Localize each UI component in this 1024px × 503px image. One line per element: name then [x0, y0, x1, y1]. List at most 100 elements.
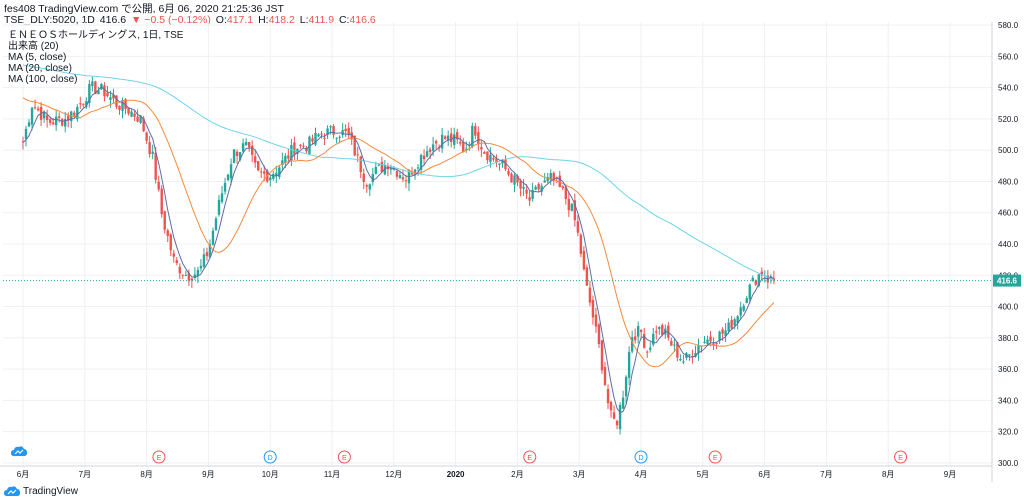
candle-body — [362, 173, 365, 182]
candle-body — [528, 197, 531, 201]
candle-body — [507, 171, 510, 175]
event-marker-label: E — [527, 455, 532, 462]
candle-body — [136, 116, 139, 122]
chart-grid — [3, 22, 992, 466]
candle-body — [492, 157, 495, 160]
candle-body — [226, 174, 230, 181]
candle-body — [118, 105, 121, 110]
candle-body — [232, 149, 236, 164]
candle-body — [721, 329, 724, 334]
y-tick-label: 380.0 — [998, 334, 1019, 343]
candle-body — [724, 330, 727, 337]
candle-body — [377, 164, 381, 166]
x-tick-label: 4月 — [635, 470, 647, 479]
candle-body — [498, 163, 501, 165]
candle-body — [462, 141, 465, 152]
price-chart[interactable]: 580.0 560.0 540.0 520.0 500.0 480.0 460.0 440.0… — [0, 0, 1024, 485]
candle-body — [103, 85, 106, 97]
event-marker — [337, 450, 351, 464]
candle-body — [697, 345, 700, 354]
candle-body — [715, 343, 718, 345]
candle-body — [214, 218, 218, 231]
candle-body — [591, 300, 595, 318]
y-tick-label: 400.0 — [998, 303, 1019, 312]
candle-body — [94, 81, 97, 95]
candle-body — [564, 186, 567, 199]
candle-body — [61, 118, 64, 126]
last-price: 416.6 — [99, 14, 127, 26]
legend-volume: 出来高 (20) — [8, 41, 59, 52]
close-value: 416.6 — [349, 14, 376, 26]
candle-body — [353, 135, 356, 156]
candle-body — [202, 254, 206, 267]
candle-body — [133, 113, 136, 117]
event-marker — [894, 450, 908, 464]
event-marker — [523, 450, 537, 464]
candle-body — [676, 342, 679, 358]
publish-info: fes408 TradingView.com で公開, 6月 06, 2020 … — [4, 3, 284, 15]
candle-body — [757, 274, 760, 287]
candle-body — [199, 265, 203, 269]
candle-body — [718, 331, 721, 341]
time-axis: 6月 7月 8月 9月 10月 11月 12月 2020 2月 3月 4月 5月 6月 7月 8月 9月 — [0, 465, 992, 479]
candle-body — [576, 221, 580, 233]
legend-ma20: MA (20, close) — [8, 63, 72, 74]
candle-body — [368, 184, 371, 190]
candle-body — [456, 132, 459, 140]
candle-body — [272, 174, 275, 179]
candle-body — [235, 151, 239, 156]
logo-icon[interactable] — [11, 446, 27, 456]
event-marker — [708, 450, 722, 464]
candle-body — [558, 175, 561, 188]
candle-body — [516, 175, 519, 183]
candle-body — [688, 354, 691, 356]
x-tick-label: 7月 — [820, 470, 832, 479]
event-marker — [634, 450, 648, 464]
event-marker-label: D — [638, 455, 643, 462]
candle-body — [380, 162, 384, 173]
y-tick-label: 320.0 — [998, 428, 1019, 437]
candle-body — [130, 111, 133, 117]
x-tick-label: 3月 — [573, 470, 585, 479]
y-tick-label: 560.0 — [998, 52, 1019, 61]
y-tick-label: 540.0 — [998, 84, 1019, 93]
candle-body — [154, 152, 157, 180]
candle-body — [115, 95, 118, 107]
candle-body — [257, 160, 260, 171]
candle-body — [585, 267, 589, 286]
candle-body — [573, 200, 577, 221]
candle-body — [694, 353, 697, 357]
low-label: L: — [299, 14, 309, 26]
candle-body — [754, 280, 757, 285]
last-price-tag-label: 416.6 — [997, 277, 1018, 286]
tradingview-logo-icon — [4, 486, 20, 496]
candle-body — [320, 133, 323, 135]
y-tick-label: 340.0 — [998, 396, 1019, 405]
candle-body — [383, 164, 387, 175]
x-tick-label: 11月 — [324, 470, 340, 479]
candle-body — [302, 145, 305, 147]
candle-body — [217, 199, 221, 215]
candle-body — [275, 173, 278, 176]
candle-body — [543, 180, 546, 183]
candle-body — [172, 253, 175, 257]
candle-body — [624, 376, 628, 397]
candle-body — [480, 147, 483, 150]
candle-body — [682, 361, 685, 363]
candle-body — [36, 108, 40, 111]
candle-body — [597, 324, 601, 345]
candle-body — [501, 160, 504, 164]
candle-body — [618, 404, 622, 430]
candle-body — [419, 154, 423, 170]
candle-body — [263, 171, 266, 174]
candle-body — [652, 333, 655, 345]
candle-body — [220, 193, 224, 202]
event-marker-label: E — [157, 455, 162, 462]
candle-body — [332, 125, 335, 135]
candle-body — [636, 326, 640, 337]
candle-body — [211, 230, 215, 245]
candle-body — [495, 158, 498, 164]
candle-body — [311, 138, 314, 142]
candle-body — [389, 168, 393, 170]
y-tick-label: 520.0 — [998, 115, 1019, 124]
